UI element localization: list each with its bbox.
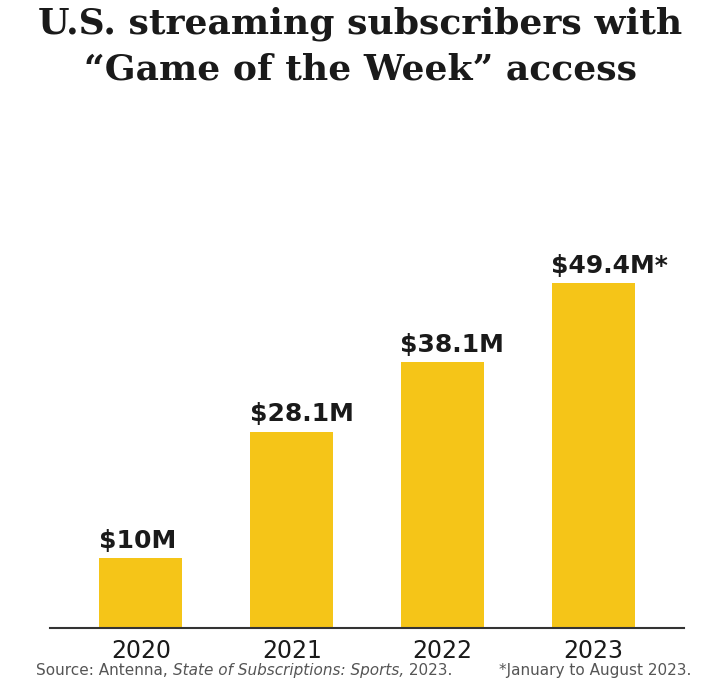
Bar (552, 283, 635, 628)
Bar (99, 558, 182, 628)
Bar (251, 432, 333, 628)
Text: *January to August 2023.: *January to August 2023. (499, 664, 691, 678)
Text: State of Subscriptions: Sports,: State of Subscriptions: Sports, (173, 664, 404, 678)
Bar (401, 362, 484, 628)
Text: $28.1M: $28.1M (250, 403, 354, 426)
Text: U.S. streaming subscribers with: U.S. streaming subscribers with (38, 7, 682, 41)
Text: $10M: $10M (99, 529, 176, 553)
Text: $38.1M: $38.1M (400, 333, 504, 357)
Text: 2023.: 2023. (404, 664, 452, 678)
Text: $49.4M*: $49.4M* (552, 254, 668, 278)
Text: Source: Antenna,: Source: Antenna, (36, 664, 173, 678)
Text: “Game of the Week” access: “Game of the Week” access (84, 52, 636, 87)
